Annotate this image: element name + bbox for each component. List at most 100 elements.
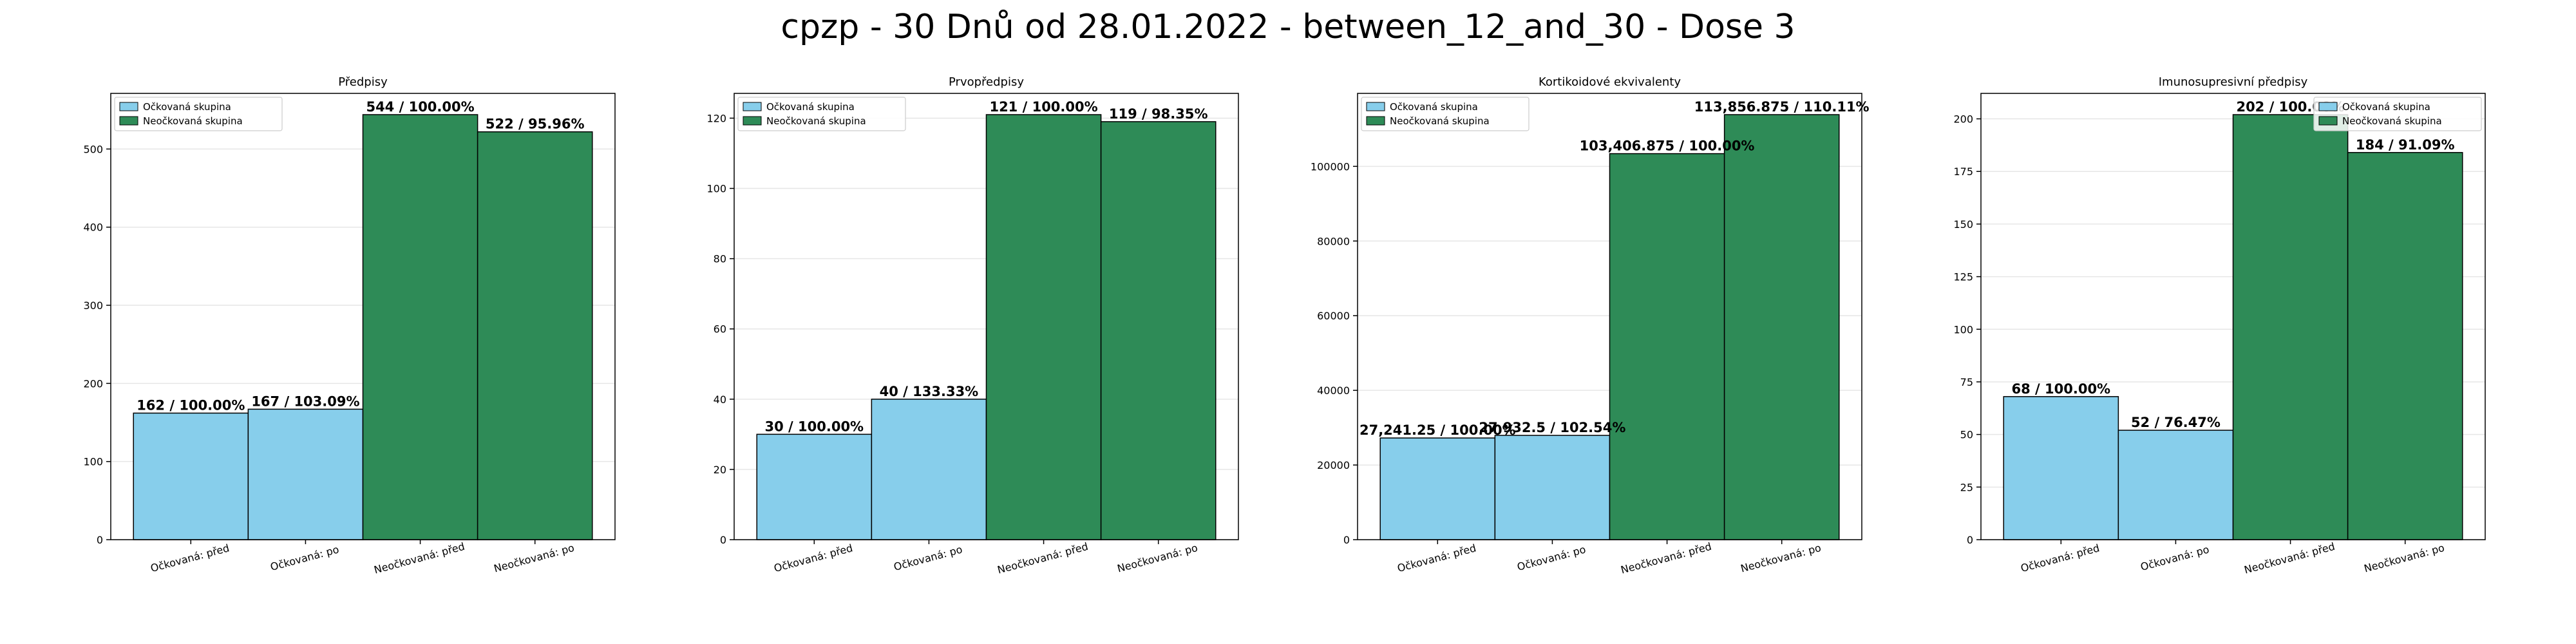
- y-tick-label: 120: [706, 112, 726, 124]
- legend-swatch: [2318, 102, 2338, 111]
- data-label: 103,406.875 / 100.00%: [1580, 138, 1755, 154]
- data-label: 184 / 91.09%: [2356, 137, 2455, 153]
- data-label: 119 / 98.35%: [1109, 106, 1208, 122]
- data-label: 522 / 95.96%: [486, 117, 585, 132]
- bar: [1379, 437, 1496, 540]
- data-label: 113,856.875 / 110.11%: [1694, 99, 1870, 115]
- legend-box: [114, 97, 283, 131]
- x-tick-label: Očkovaná: po: [1516, 543, 1587, 573]
- bar: [1723, 114, 1840, 540]
- y-tick-label: 80: [714, 253, 726, 265]
- chart-title: Imunosupresivní předpisy: [2159, 75, 2308, 89]
- legend-swatch: [2318, 116, 2338, 126]
- data-label: 30 / 100.00%: [765, 419, 864, 434]
- legend-label: Očkovaná skupina: [766, 101, 855, 113]
- x-tick-label: Neočkovaná: před: [1620, 540, 1713, 576]
- bar: [2003, 396, 2119, 540]
- x-tick-label: Očkovaná: před: [1396, 542, 1478, 574]
- bar: [133, 412, 249, 540]
- bar: [871, 399, 987, 540]
- y-tick-label: 0: [720, 534, 726, 546]
- chart-panel: 30 / 100.00% 40 / 133.33% 121 / 100.00% 119…: [706, 75, 1239, 576]
- legend-box: [2313, 97, 2482, 131]
- data-label: 167 / 103.09%: [251, 393, 359, 409]
- legend-swatch: [743, 102, 762, 111]
- legend-label: Neočkovaná skupina: [2342, 115, 2442, 127]
- x-tick-label: Očkovaná: před: [2020, 542, 2101, 574]
- legend: Očkovaná skupina Neočkovaná skupina: [1361, 97, 1530, 131]
- y-tick-label: 175: [1953, 166, 1973, 178]
- y-tick-label: 200: [83, 377, 103, 390]
- legend: Očkovaná skupina Neočkovaná skupina: [114, 97, 283, 131]
- chart-panel: 68 / 100.00%52 / 76.47%202 / 100.00%184 …: [1953, 75, 2486, 576]
- data-label: 162 / 100.00%: [137, 397, 245, 413]
- bar: [2117, 430, 2234, 540]
- x-tick-label: Neočkovaná: po: [493, 542, 576, 575]
- data-label: 27,241.25 / 100.00%: [1359, 422, 1516, 438]
- legend-box: [1361, 97, 1530, 131]
- bar: [985, 114, 1102, 540]
- legend-label: Očkovaná skupina: [143, 101, 231, 113]
- chart-title: Prvopředpisy: [949, 75, 1024, 89]
- y-tick-label: 60: [714, 323, 726, 336]
- bar: [2347, 152, 2463, 540]
- plot-frame: [1980, 93, 2486, 540]
- bar: [1609, 153, 1725, 540]
- x-tick-label: Očkovaná: před: [149, 542, 231, 574]
- x-tick-label: Očkovaná: po: [893, 543, 964, 573]
- x-tick-label: Neočkovaná: po: [2363, 542, 2446, 575]
- legend-swatch: [1366, 116, 1385, 126]
- bar: [1494, 435, 1611, 540]
- legend-label: Neočkovaná skupina: [143, 115, 243, 127]
- legend-label: Očkovaná skupina: [2342, 101, 2430, 113]
- y-tick-label: 200: [1953, 113, 1973, 126]
- legend-box: [737, 97, 906, 131]
- x-tick-label: Neočkovaná: před: [996, 540, 1090, 576]
- y-tick-label: 20000: [1317, 459, 1350, 471]
- chart-title: Předpisy: [338, 75, 388, 89]
- legend-label: Neočkovaná skupina: [766, 115, 866, 127]
- bar: [362, 114, 478, 540]
- data-label: 27,932.5 / 102.54%: [1479, 420, 1625, 435]
- legend: Očkovaná skupina Neočkovaná skupina: [737, 97, 906, 131]
- y-tick-label: 0: [97, 534, 103, 546]
- x-tick-label: Očkovaná: před: [773, 542, 855, 574]
- bar: [477, 131, 593, 540]
- figure-title: cpzp - 30 Dnů od 28.01.2022 - between_12…: [781, 8, 1795, 46]
- plot-frame: [110, 93, 616, 540]
- y-tick-label: 100: [706, 183, 726, 195]
- plot-frame: [1357, 93, 1862, 540]
- legend-label: Neočkovaná skupina: [1390, 115, 1490, 127]
- chart-panel: 162 / 100.00% 167 / 103.09% 544 / 100.00% 5…: [83, 75, 616, 576]
- x-tick-label: Neočkovaná: před: [2243, 540, 2336, 576]
- y-tick-label: 80000: [1317, 235, 1350, 247]
- bar: [247, 408, 364, 540]
- chart-panel: 27,241.25 / 100.00%27,932.5 / 102.54% 103…: [1311, 75, 1870, 576]
- legend: Očkovaná skupina Neočkovaná skupina: [2313, 97, 2482, 131]
- legend-swatch: [743, 116, 762, 126]
- y-tick-label: 0: [1967, 534, 1973, 546]
- data-label: 40 / 133.33%: [880, 384, 979, 399]
- data-label: 121 / 100.00%: [989, 99, 1097, 115]
- legend-swatch: [1366, 102, 1385, 111]
- y-tick-label: 150: [1953, 218, 1973, 231]
- y-tick-label: 40: [714, 393, 726, 406]
- y-tick-label: 500: [83, 143, 103, 155]
- y-tick-label: 100: [83, 456, 103, 468]
- x-tick-label: Neočkovaná: po: [1116, 542, 1199, 575]
- legend-swatch: [119, 102, 138, 111]
- y-tick-label: 50: [1960, 429, 1973, 441]
- y-tick-label: 100000: [1311, 160, 1350, 173]
- y-tick-label: 25: [1960, 481, 1973, 493]
- x-tick-label: Očkovaná: po: [269, 543, 341, 573]
- bar: [756, 433, 873, 540]
- y-tick-label: 20: [714, 464, 726, 476]
- y-tick-label: 300: [83, 299, 103, 312]
- y-tick-label: 75: [1960, 376, 1973, 388]
- y-tick-label: 400: [83, 222, 103, 234]
- legend-swatch: [119, 116, 138, 126]
- bar: [2232, 114, 2349, 540]
- plot-frame: [734, 93, 1239, 540]
- data-label: 544 / 100.00%: [366, 99, 474, 115]
